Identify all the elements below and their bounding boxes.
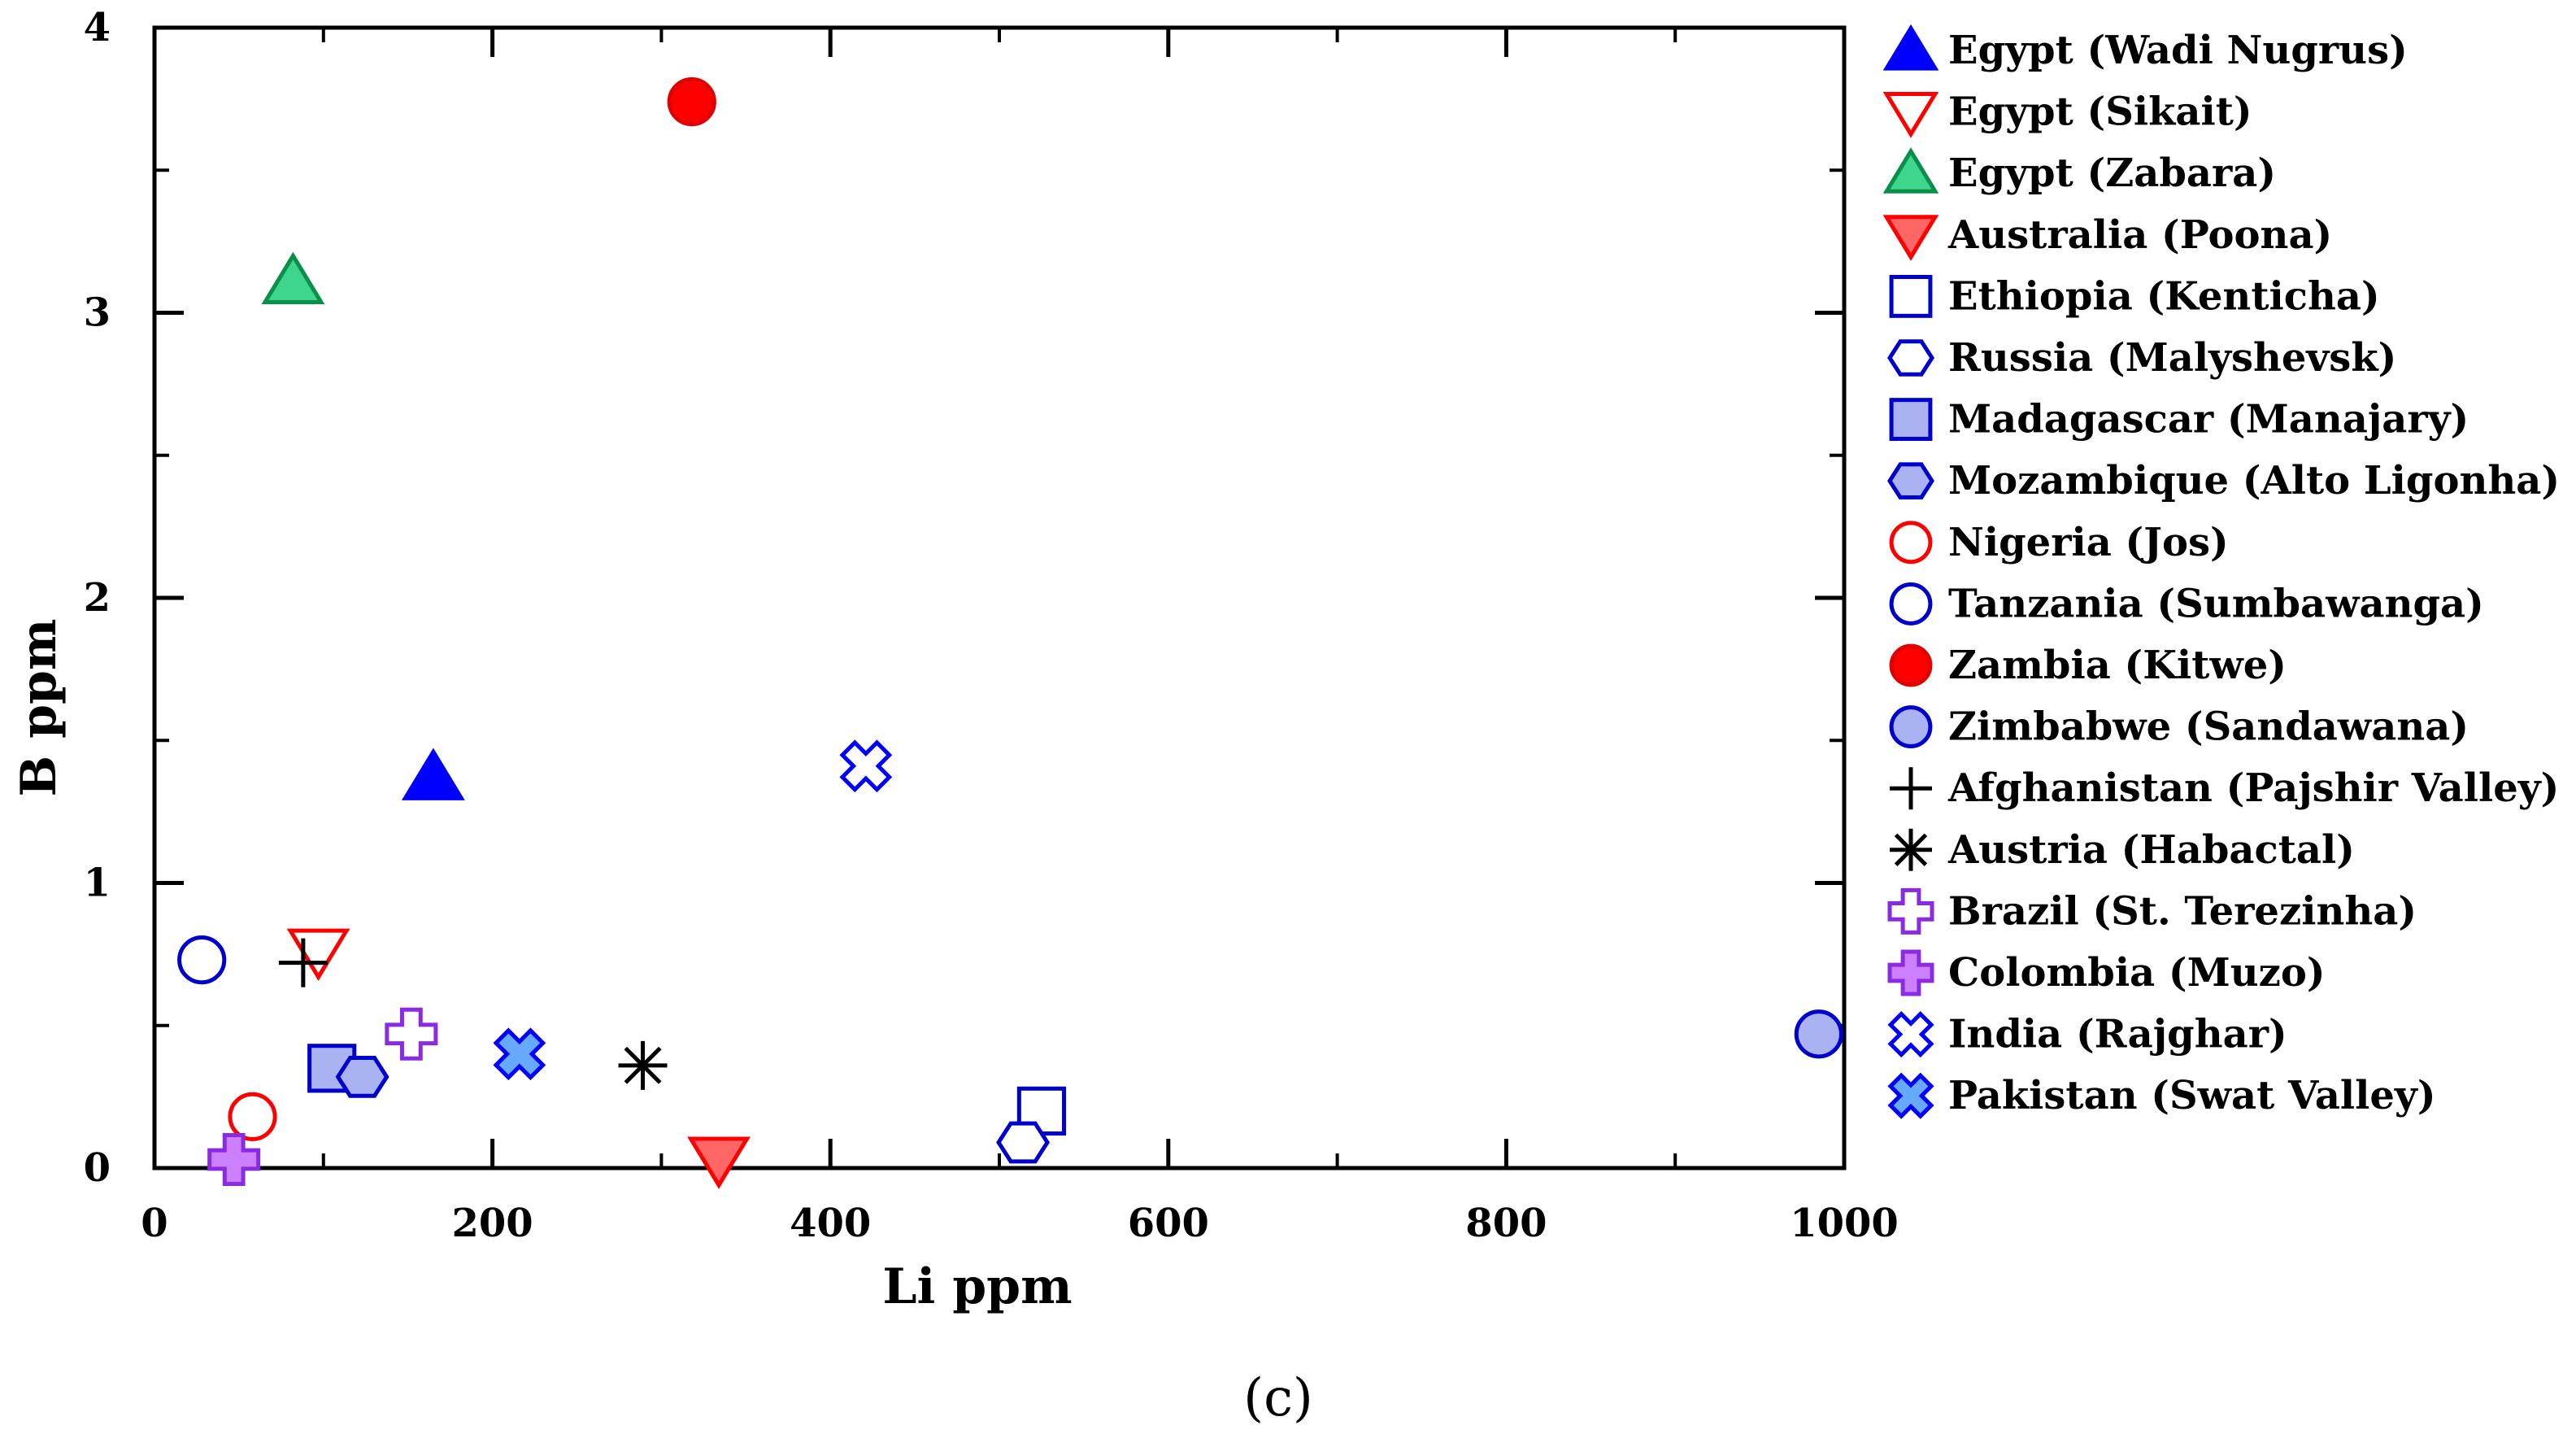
axis-ticks <box>152 25 1847 1170</box>
data-point <box>1794 1009 1843 1059</box>
legend-label: Pakistan (Swat Valley) <box>1948 1073 2436 1118</box>
legend-label: Ethiopia (Kenticha) <box>1948 273 2380 319</box>
legend-marker <box>1890 767 1932 810</box>
legend-label: Austria (Habactal) <box>1947 827 2355 873</box>
legend-label: Colombia (Muzo) <box>1948 950 2326 996</box>
legend-label: Nigeria (Jos) <box>1948 520 2229 565</box>
legend-label: Australia (Poona) <box>1947 212 2332 258</box>
data-point <box>839 739 893 793</box>
legend-marker <box>1890 828 1932 871</box>
legend-marker <box>1882 24 1939 71</box>
legend-marker <box>1887 339 1934 377</box>
legend-marker <box>1887 1072 1934 1119</box>
legend-label: Zambia (Kitwe) <box>1948 643 2287 688</box>
x-tick-label: 800 <box>1465 1201 1547 1246</box>
legend-label: Madagascar (Manajary) <box>1948 397 2469 442</box>
legend-marker <box>1882 215 1939 261</box>
x-tick-label: 0 <box>141 1201 168 1246</box>
x-tick-label: 200 <box>451 1201 533 1246</box>
legend-label: Egypt (Wadi Nugrus) <box>1948 28 2408 73</box>
data-point <box>618 1040 668 1090</box>
legend-marker <box>1889 521 1933 565</box>
y-tick-label: 4 <box>84 5 111 50</box>
legend-item: Australia (Poona) <box>1882 212 2332 261</box>
legend-item: Zambia (Kitwe) <box>1889 643 2287 688</box>
legend-item: Pakistan (Swat Valley) <box>1887 1072 2436 1119</box>
legend-marker <box>1887 949 1934 996</box>
legend-marker <box>1887 1011 1934 1058</box>
legend-item: Afghanistan (Pajshir Valley) <box>1890 765 2559 811</box>
x-tick-label: 1000 <box>1790 1201 1899 1246</box>
legend-label: Zimbabwe (Sandawana) <box>1948 704 2469 750</box>
legend-item: India (Rajghar) <box>1887 1011 2287 1058</box>
legend-label: Egypt (Zabara) <box>1948 150 2276 196</box>
x-axis-title: Li ppm <box>882 1258 1072 1315</box>
legend-item: Mozambique (Alto Ligonha) <box>1887 458 2560 503</box>
legend: Egypt (Wadi Nugrus) Egypt (Sikait) Egypt (… <box>1882 24 2560 1119</box>
y-tick-label: 0 <box>84 1145 111 1191</box>
legend-marker <box>1882 92 1939 138</box>
legend-label: India (Rajghar) <box>1948 1012 2287 1057</box>
data-point <box>401 748 465 800</box>
legend-marker <box>1887 462 1934 499</box>
legend-marker <box>1889 274 1933 318</box>
legend-marker <box>1882 147 1939 194</box>
legend-marker <box>1889 582 1933 626</box>
legend-label: Mozambique (Alto Ligonha) <box>1948 458 2560 503</box>
legend-label: Tanzania (Sumbawanga) <box>1948 581 2484 626</box>
data-point <box>261 251 325 304</box>
data-point <box>278 938 328 987</box>
data-point <box>207 1132 261 1186</box>
legend-item: Colombia (Muzo) <box>1887 949 2326 996</box>
data-point <box>228 1092 277 1142</box>
y-tick-label: 1 <box>84 861 111 906</box>
legend-item: Egypt (Wadi Nugrus) <box>1882 24 2408 73</box>
legend-item: Egypt (Zabara) <box>1882 147 2276 196</box>
legend-item: Brazil (St. Terezinha) <box>1887 887 2417 935</box>
data-point <box>286 928 350 981</box>
y-tick-label: 2 <box>84 575 111 621</box>
plot-frame <box>152 25 1847 1170</box>
legend-label: Afghanistan (Pajshir Valley) <box>1947 765 2559 811</box>
axis-tick-labels: 0 200 400 600 800 1000 0 1 2 3 4 <box>84 5 1899 1246</box>
data-point <box>385 1007 438 1061</box>
legend-item: Tanzania (Sumbawanga) <box>1889 581 2484 626</box>
data-point <box>996 1121 1051 1164</box>
data-point <box>177 935 227 985</box>
data-points <box>177 77 1843 1189</box>
legend-item: Russia (Malyshevsk) <box>1887 335 2396 381</box>
legend-item: Egypt (Sikait) <box>1882 89 2252 138</box>
legend-label: Brazil (St. Terezinha) <box>1948 888 2417 934</box>
legend-marker <box>1889 398 1933 442</box>
legend-item: Madagascar (Manajary) <box>1889 397 2469 442</box>
legend-marker <box>1889 705 1933 749</box>
legend-marker <box>1887 887 1934 935</box>
y-axis-title: B ppm <box>11 619 67 797</box>
legend-item: Austria (Habactal) <box>1890 827 2355 873</box>
legend-label: Egypt (Sikait) <box>1948 89 2252 135</box>
data-point <box>493 1027 546 1081</box>
legend-item: Nigeria (Jos) <box>1889 520 2229 565</box>
data-point <box>667 77 716 127</box>
legend-marker <box>1889 643 1933 687</box>
legend-label: Russia (Malyshevsk) <box>1948 335 2396 381</box>
legend-item: Ethiopia (Kenticha) <box>1889 273 2380 319</box>
y-tick-label: 3 <box>84 290 111 336</box>
data-point <box>335 1055 389 1098</box>
x-tick-label: 600 <box>1128 1201 1209 1246</box>
panel-label: (c) <box>1243 1368 1313 1428</box>
data-point <box>687 1136 751 1189</box>
x-tick-label: 400 <box>790 1201 871 1246</box>
legend-item: Zimbabwe (Sandawana) <box>1889 704 2469 750</box>
